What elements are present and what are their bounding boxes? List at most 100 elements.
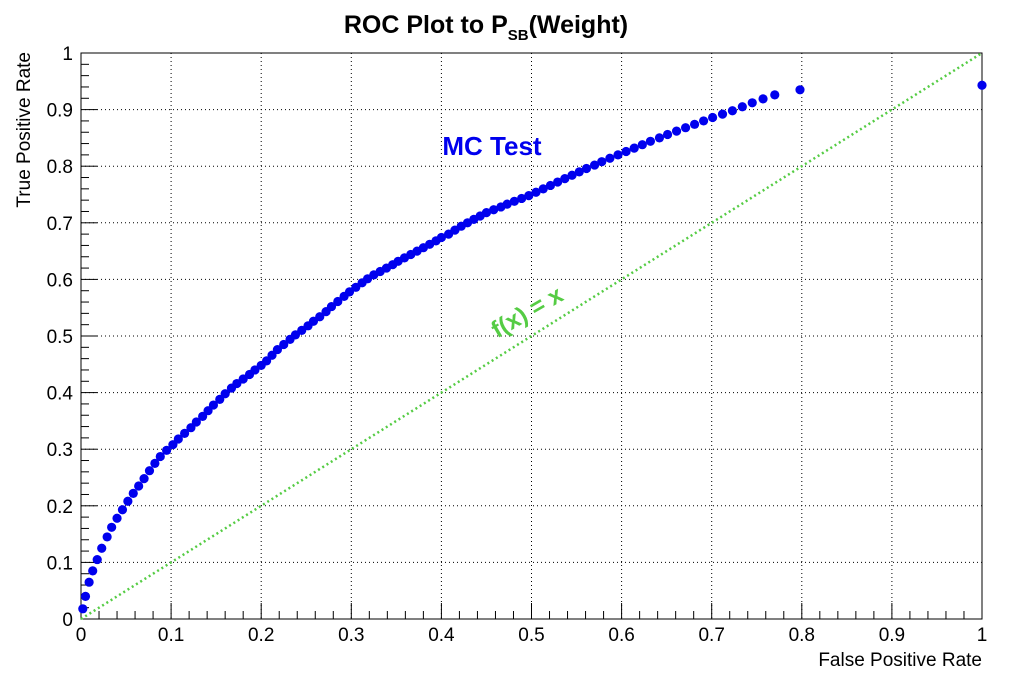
roc-point: [123, 496, 133, 506]
roc-point: [102, 532, 112, 542]
chart-title: ROC Plot to PSB(Weight): [344, 11, 628, 44]
roc-point: [92, 554, 102, 565]
roc-point: [689, 119, 700, 129]
roc-point: [88, 566, 98, 576]
roc-point: [516, 193, 527, 204]
x-tick-label: 0.9: [879, 625, 905, 646]
roc-point: [191, 417, 201, 427]
y-tick-label: 1: [62, 44, 73, 65]
roc-point: [180, 428, 190, 438]
roc-point: [78, 604, 88, 614]
x-tick-label: 0.2: [248, 625, 274, 646]
y-tick-label: 0.1: [47, 553, 73, 574]
y-tick-label: 0.4: [47, 384, 74, 405]
roc-point: [107, 522, 117, 532]
x-tick-label: 0.5: [518, 625, 544, 646]
roc-point: [645, 136, 656, 146]
roc-point: [220, 389, 230, 399]
roc-point: [737, 102, 747, 112]
roc-point: [134, 481, 144, 491]
roc-point: [272, 344, 283, 355]
roc-point: [654, 133, 665, 143]
diagonal-reference-line: [80, 51, 983, 621]
tick-labels: 0 0.1 0.2 0.3 0.4 0.5 0.6 0.7 0.8 0.9 1 0 0.1 0.2 0.3 0…: [47, 44, 988, 646]
roc-point: [698, 116, 709, 126]
x-tick-label: 0.3: [338, 625, 364, 646]
roc-point: [173, 434, 183, 444]
roc-point: [279, 339, 289, 350]
roc-point: [489, 205, 499, 215]
y-tick-label: 0: [62, 610, 73, 631]
roc-point: [553, 177, 563, 187]
x-tick-label: 0.4: [428, 625, 455, 646]
roc-point: [605, 153, 615, 163]
y-tick-label: 0.6: [47, 270, 73, 291]
y-tick-label: 0.9: [47, 101, 73, 122]
roc-point: [538, 184, 548, 194]
roc-point: [531, 187, 541, 197]
x-tick-label: 0.6: [608, 625, 634, 646]
roc-point: [581, 163, 592, 174]
roc-point: [621, 146, 631, 157]
roc-point: [161, 445, 172, 455]
x-tick-label: 0: [76, 625, 87, 646]
roc-point: [545, 180, 556, 191]
roc-point: [977, 80, 987, 90]
roc-point: [502, 199, 512, 209]
roc-point: [727, 106, 738, 116]
roc-point: [112, 513, 122, 523]
x-tick-label: 0.7: [698, 625, 724, 646]
chart-title-main: ROC Plot to P: [344, 11, 508, 39]
x-tick-label: 0.1: [158, 625, 184, 646]
roc-point: [509, 196, 519, 206]
roc-point: [436, 232, 446, 243]
y-tick-label: 0.5: [47, 327, 73, 348]
series-label-mc-test: MC Test: [442, 131, 542, 161]
roc-point: [333, 296, 343, 307]
y-tick-label: 0.8: [47, 157, 73, 178]
roc-point: [662, 129, 673, 140]
roc-point: [208, 400, 219, 410]
roc-point: [315, 312, 325, 322]
roc-point: [613, 150, 623, 160]
roc-point: [84, 577, 94, 587]
roc-point: [637, 140, 647, 150]
roc-point: [128, 488, 138, 498]
roc-point: [795, 85, 805, 95]
roc-point: [326, 301, 337, 312]
x-axis-label: False Positive Rate: [818, 650, 982, 671]
y-tick-label: 0.3: [47, 440, 73, 461]
roc-point: [680, 123, 691, 133]
roc-point: [155, 451, 165, 462]
roc-point: [150, 458, 160, 468]
roc-point: [139, 474, 149, 484]
roc-point: [80, 591, 91, 601]
roc-point: [117, 505, 128, 515]
roc-point: [567, 170, 577, 180]
roc-point: [560, 174, 570, 184]
roc-point: [717, 109, 728, 119]
roc-point: [574, 167, 584, 177]
roc-point: [671, 126, 682, 136]
plot-frame: [80, 52, 983, 620]
roc-point: [758, 94, 768, 104]
roc-point: [770, 90, 780, 100]
y-axis-label: True Positive Rate: [14, 52, 35, 208]
chart-title-tail: (Weight): [529, 11, 629, 39]
roc-point: [481, 208, 492, 218]
y-tick-label: 0.2: [47, 497, 73, 518]
roc-point: [629, 143, 639, 153]
minor-ticks: [80, 52, 983, 620]
roc-points: [78, 80, 987, 614]
roc-point: [708, 112, 718, 123]
y-tick-label: 0.7: [47, 214, 73, 235]
chart-title-subscript: SB: [508, 27, 529, 44]
roc-point: [97, 543, 107, 553]
roc-point: [589, 160, 600, 170]
roc-point: [597, 157, 607, 167]
roc-point: [747, 98, 757, 108]
x-tick-label: 0.8: [789, 625, 815, 646]
roc-point: [144, 466, 155, 476]
roc-point: [524, 191, 534, 201]
